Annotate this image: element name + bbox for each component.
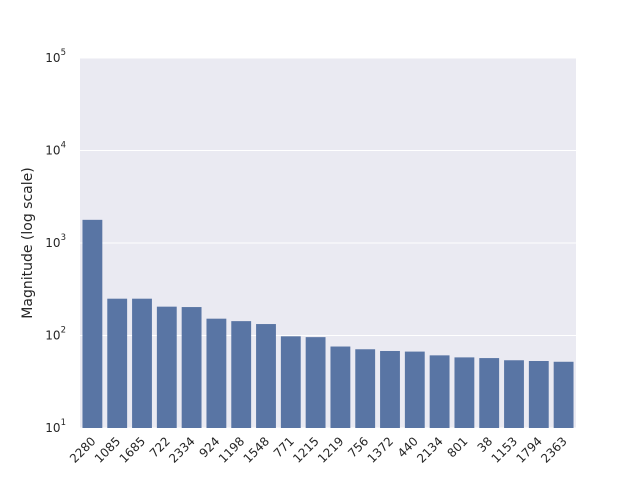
x-tick-label: 2334 (166, 434, 197, 465)
bars (82, 219, 574, 428)
bar-924 (206, 318, 227, 428)
x-tick-label: 1548 (241, 434, 272, 465)
x-tick-label: 1198 (216, 434, 247, 465)
x-tick-label: 1685 (117, 434, 148, 465)
y-tick-labels: 101 102 103 104 105 (45, 48, 66, 435)
bar-1372 (380, 350, 400, 428)
bar-2363 (553, 361, 574, 428)
bar-1085 (107, 298, 128, 428)
x-tick-label: 1215 (290, 434, 321, 465)
bar-1548 (256, 324, 276, 428)
bar-1198 (231, 321, 252, 428)
y-tick-label: 105 (45, 48, 66, 65)
bar-756 (355, 349, 376, 428)
bar-1215 (305, 337, 326, 428)
bar-2334 (181, 307, 202, 428)
x-tick-label: 1085 (92, 434, 123, 465)
y-tick-label: 103 (45, 233, 66, 250)
x-tick-label: 801 (444, 434, 470, 460)
bar-38 (479, 358, 500, 428)
bar-440 (404, 351, 425, 428)
x-tick-label: 1219 (315, 434, 346, 465)
bar-1685 (132, 298, 152, 428)
bar-2280 (82, 219, 103, 428)
x-tick-label: 1794 (513, 434, 544, 465)
y-tick-label: 101 (45, 418, 66, 435)
bar-1153 (504, 360, 524, 428)
bar-2134 (429, 355, 450, 428)
y-axis-title: Magnitude (log scale) (20, 167, 36, 318)
bar-722 (156, 306, 177, 428)
y-tick-label: 104 (45, 141, 66, 158)
y-tick-label: 102 (45, 326, 66, 343)
x-tick-labels: 2280108516857222334924119815487711215121… (67, 434, 570, 465)
x-tick-label: 1372 (365, 434, 396, 465)
bar-771 (280, 336, 301, 428)
x-tick-label: 2280 (67, 434, 98, 465)
x-tick-label: 2363 (538, 434, 569, 465)
bar-1794 (528, 361, 549, 428)
bar-1219 (330, 346, 351, 428)
x-tick-label: 2134 (414, 434, 445, 465)
x-tick-label: 1153 (489, 434, 520, 465)
bar-801 (454, 357, 475, 428)
